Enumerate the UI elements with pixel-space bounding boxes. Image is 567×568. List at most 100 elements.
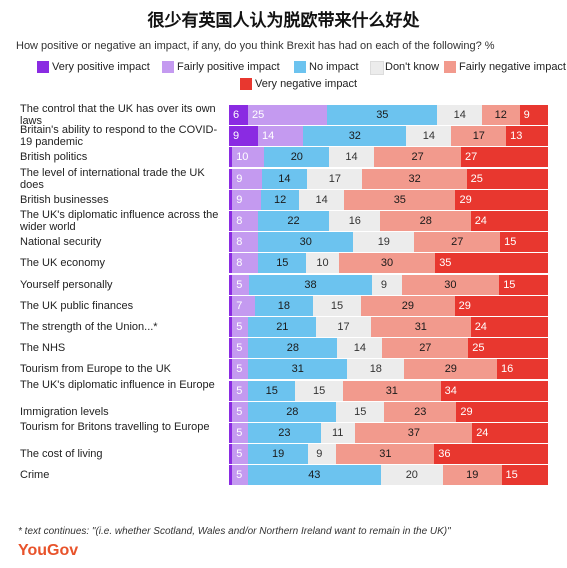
data-label: 8 — [236, 236, 243, 249]
chart-row: Tourism for Britons travelling to Europe… — [0, 421, 567, 444]
data-label: 20 — [290, 151, 303, 164]
bar-segment-dont-know — [295, 380, 343, 401]
bar-segment-fairly-negative — [404, 359, 497, 380]
bar-segment-fairly-positive — [232, 359, 249, 380]
data-label: 5 — [236, 342, 243, 355]
data-label: 10 — [236, 151, 249, 164]
legend: Very positive impact Fairly positive impa… — [37, 61, 566, 95]
bar-stack: 9 14 17 32 25 — [229, 168, 548, 189]
category-label: The control that the UK has over its own… — [20, 103, 216, 127]
bar-segment-dont-know — [307, 168, 363, 189]
data-label: 29 — [458, 299, 471, 312]
bar-segment-fairly-negative — [380, 211, 471, 231]
data-label: 14 — [315, 193, 328, 206]
data-label: 15 — [504, 236, 517, 249]
chart-row: British politics 10 20 14 27 27 — [0, 147, 567, 168]
bar-segment-very-positive — [229, 253, 233, 274]
data-label: 19 — [377, 236, 390, 249]
data-label: 21 — [276, 321, 289, 333]
bar-segment-very-negative — [496, 359, 548, 380]
category-label: The NHS — [20, 342, 66, 355]
data-label: 17 — [472, 130, 485, 143]
data-label: 15 — [354, 405, 367, 418]
bar-segment-dont-know — [406, 126, 452, 147]
data-label: 31 — [414, 321, 427, 333]
bar-stack: 5 31 18 29 16 — [229, 359, 548, 380]
chart-row: Yourself personally 5 38 9 30 15 — [0, 274, 567, 296]
bar-segment-very-positive — [229, 274, 233, 295]
bar-segment-very-negative — [456, 401, 548, 422]
data-label: 28 — [419, 215, 432, 227]
data-label: 6 — [233, 109, 240, 121]
bar-segment-very-negative — [472, 423, 548, 443]
data-label: 9 — [316, 448, 323, 461]
data-label: 27 — [465, 151, 478, 164]
bar-segment-very-negative — [434, 444, 548, 465]
bar-segment-no-impact — [257, 232, 354, 253]
bar-segment-fairly-negative — [451, 126, 507, 147]
chart-row: The UK economy 8 15 10 30 35 — [0, 253, 567, 274]
data-label: 36 — [438, 448, 451, 461]
bar-stack: 9 12 14 35 29 — [229, 189, 548, 210]
bar-segment-dont-know — [380, 465, 443, 486]
data-label: 23 — [278, 427, 291, 439]
bar-stack: 5 38 9 30 15 — [229, 274, 548, 295]
bar-segment-fairly-positive — [232, 401, 248, 422]
data-label: 17 — [337, 321, 350, 333]
bar-segment-dont-know — [299, 189, 344, 210]
category-label: British businesses — [20, 193, 109, 206]
bar-stack: 8 22 16 28 24 — [229, 211, 548, 231]
bar-segment-very-positive — [229, 211, 233, 231]
chart-row: British businesses 9 12 14 35 29 — [0, 189, 567, 211]
category-label: Yourself personally — [20, 278, 113, 291]
bar-segment-very-positive — [229, 189, 233, 210]
data-label: 14 — [278, 172, 291, 185]
bar-segment-very-negative — [454, 295, 548, 316]
data-label: 29 — [444, 363, 457, 376]
data-label: 30 — [299, 236, 312, 249]
bar-stack: 10 20 14 27 27 — [229, 147, 548, 168]
legend-label: Fairly positive impact — [177, 61, 280, 73]
bar-segment-fairly-negative — [336, 444, 435, 465]
chart-row: The UK's diplomatic influence in Europe 5… — [0, 378, 567, 402]
data-label: 14 — [353, 342, 367, 355]
bar-segment-very-negative — [461, 147, 548, 168]
bar-segment-dont-know — [312, 295, 362, 316]
data-label: 13 — [510, 130, 523, 143]
data-label: 15 — [330, 299, 344, 312]
data-label: 28 — [286, 405, 299, 418]
bar-segment-fairly-negative — [401, 274, 500, 295]
data-label: 24 — [476, 427, 489, 439]
bar-segment-very-negative — [506, 126, 548, 147]
bar-segment-no-impact — [248, 317, 316, 337]
data-label: 5 — [236, 427, 243, 439]
bar-segment-fairly-negative — [374, 147, 461, 168]
bar-segment-fairly-positive — [232, 444, 248, 465]
legend-swatch — [444, 61, 456, 73]
bar-segment-very-positive — [229, 232, 233, 253]
bar-segment-fairly-positive — [232, 380, 248, 401]
bar-segment-very-negative — [499, 274, 548, 295]
chart-title: 很少有英国人认为脱欧带来什么好处 — [147, 11, 420, 31]
bar-stack: 5 28 15 23 29 — [229, 401, 548, 422]
legend-swatch — [370, 61, 384, 75]
category-label: The strength of the Union...* — [20, 321, 158, 333]
bar-segment-fairly-positive — [232, 168, 262, 189]
data-label: 9 — [523, 109, 530, 121]
category-label: The UK economy — [20, 257, 105, 270]
chart-row: The cost of living 5 19 9 31 36 — [0, 444, 567, 465]
category-label: The UK's diplomatic influence in Europe — [20, 378, 215, 391]
bar-segment-dont-know — [437, 105, 482, 125]
bar-segment-very-negative — [501, 465, 548, 486]
bar-segment-fairly-negative — [442, 465, 502, 486]
data-label: 32 — [348, 130, 361, 143]
data-label: 19 — [466, 469, 479, 482]
bar-stack: 5 21 17 31 24 — [229, 317, 548, 337]
data-label: 31 — [385, 384, 398, 397]
chart-row: Immigration levels 5 28 15 23 29 — [0, 401, 567, 423]
data-label: 9 — [233, 130, 240, 143]
data-label: 9 — [236, 172, 243, 185]
chart-row: Crime 5 43 20 19 15 — [0, 465, 567, 486]
data-label: 20 — [405, 469, 418, 482]
bar-segment-dont-know — [328, 211, 381, 231]
